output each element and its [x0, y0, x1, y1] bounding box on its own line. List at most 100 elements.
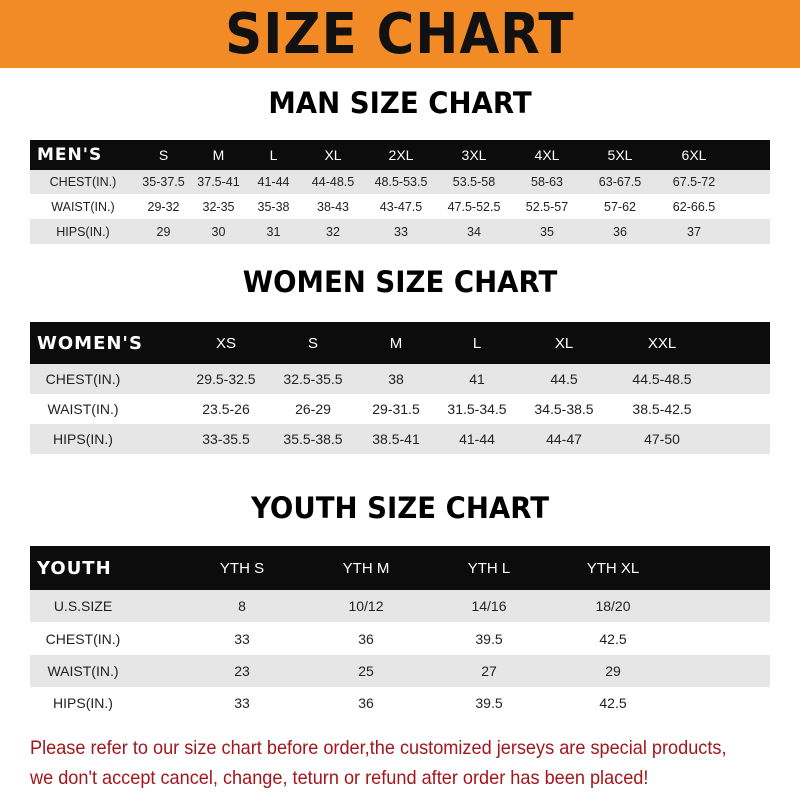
- measurement-cell: 29: [156, 224, 171, 239]
- measurement-cell: 33: [394, 224, 408, 239]
- measurement-cell: 35-37.5: [142, 175, 185, 189]
- measurement-cell: 29: [605, 663, 621, 679]
- measurement-cell: 41-44: [459, 431, 495, 447]
- size-column-header: XS: [215, 334, 236, 352]
- size-column-header: L: [269, 147, 278, 163]
- measurement-cell: 23: [234, 663, 250, 679]
- measurement-cell: 29-32: [147, 199, 180, 214]
- measurement-cell: 53.5-58: [452, 175, 496, 189]
- measurement-cell: 35-38: [257, 199, 290, 214]
- measurement-cell: 37.5-41: [197, 175, 240, 189]
- measurement-cell: 30: [211, 224, 226, 239]
- size-column-header: 3XL: [461, 147, 487, 163]
- women-size-table: WOMEN'S XS S M L XL XXL CHEST(IN.) 29.5-32.5 32.5…: [30, 322, 770, 454]
- measurement-cell: 14/16: [471, 598, 507, 614]
- size-column-header: YTH S: [219, 559, 265, 577]
- row-label: WAIST(IN.): [47, 401, 119, 417]
- measurement-cell: 36: [613, 224, 627, 239]
- row-label: CHEST(IN.): [49, 175, 117, 189]
- measurement-cell: 39.5: [475, 630, 503, 647]
- measurement-cell: 23.5-26: [202, 401, 250, 417]
- measurement-cell: 37: [687, 224, 701, 239]
- measurement-cell: 58-63: [531, 175, 563, 189]
- banner-title: SIZE CHART: [225, 1, 575, 67]
- measurement-cell: 18/20: [595, 598, 631, 614]
- row-label: HIPS(IN.): [53, 694, 113, 711]
- measurement-cell: 44.5-48.5: [632, 371, 692, 387]
- table-row: U.S.SIZE 8 10/12 14/16 18/20: [30, 590, 770, 622]
- size-column-header: 2XL: [388, 147, 414, 163]
- size-column-header: 4XL: [534, 147, 560, 163]
- table-header-row: YOUTH YTH S YTH M YTH L YTH XL: [30, 546, 770, 590]
- table-header-row: MEN'S S M L XL 2XL 3XL 4XL 5XL 6XL: [30, 140, 770, 170]
- row-label: U.S.SIZE: [53, 598, 113, 614]
- measurement-cell: 38.5-42.5: [632, 401, 692, 417]
- row-label: WAIST(IN.): [51, 199, 115, 214]
- table-row: HIPS(IN.) 33 36 39.5 42.5: [30, 687, 770, 718]
- measurement-cell: 33-35.5: [202, 431, 250, 447]
- measurement-cell: 41: [469, 371, 485, 387]
- measurement-cell: 63-67.5: [598, 175, 642, 189]
- measurement-cell: 48.5-53.5: [374, 175, 428, 189]
- measurement-cell: 25: [358, 663, 374, 679]
- header-label: MEN'S: [37, 145, 103, 165]
- row-label: CHEST(IN.): [45, 371, 121, 387]
- measurement-cell: 35: [540, 224, 554, 239]
- measurement-cell: 26-29: [295, 401, 331, 417]
- table-row: HIPS(IN.) 33-35.5 35.5-38.5 38.5-41 41-44 44-…: [30, 424, 770, 454]
- table-row: WAIST(IN.) 29-32 32-35 35-38 38-43 43-47.5 47.…: [30, 194, 770, 219]
- row-label: HIPS(IN.): [53, 431, 113, 447]
- size-column-header: XXL: [647, 334, 677, 352]
- youth-size-table: YOUTH YTH S YTH M YTH L YTH XL U.S.SIZE 8 10/12…: [30, 546, 770, 718]
- header-label: YOUTH: [37, 557, 112, 579]
- measurement-cell: 10/12: [348, 598, 384, 614]
- measurement-cell: 47-50: [644, 431, 680, 447]
- measurement-cell: 67.5-72: [672, 175, 716, 189]
- men-section-title: MAN SIZE CHART: [268, 86, 532, 120]
- size-column-header: M: [212, 147, 225, 163]
- row-label: HIPS(IN.): [56, 224, 110, 239]
- size-column-header: 5XL: [607, 147, 633, 163]
- table-row: CHEST(IN.) 35-37.5 37.5-41 41-44 44-48.5 48.5…: [30, 170, 770, 194]
- size-column-header: L: [472, 334, 482, 352]
- measurement-cell: 62-66.5: [672, 199, 716, 214]
- measurement-cell: 34.5-38.5: [534, 401, 594, 417]
- measurement-cell: 32-35: [202, 199, 235, 214]
- measurement-cell: 31.5-34.5: [447, 401, 507, 417]
- measurement-cell: 33: [234, 694, 250, 711]
- size-column-header: XL: [554, 334, 574, 352]
- measurement-cell: 42.5: [599, 694, 627, 711]
- row-label: WAIST(IN.): [47, 663, 119, 679]
- size-column-header: 6XL: [681, 147, 707, 163]
- size-column-header: YTH M: [342, 559, 390, 577]
- measurement-cell: 36: [358, 630, 374, 647]
- measurement-cell: 32: [326, 224, 340, 239]
- header-label: WOMEN'S: [37, 332, 143, 354]
- measurement-cell: 8: [238, 598, 246, 614]
- measurement-cell: 42.5: [599, 630, 627, 647]
- measurement-cell: 39.5: [475, 694, 503, 711]
- measurement-cell: 36: [358, 694, 374, 711]
- youth-section-title: YOUTH SIZE CHART: [250, 491, 550, 525]
- measurement-cell: 43-47.5: [379, 199, 423, 214]
- measurement-cell: 27: [481, 663, 497, 679]
- measurement-cell: 44.5: [550, 371, 578, 387]
- table-row: CHEST(IN.) 29.5-32.5 32.5-35.5 38 41 44.5 44.5…: [30, 364, 770, 394]
- table-header-row: WOMEN'S XS S M L XL XXL: [30, 322, 770, 364]
- table-row: HIPS(IN.) 29 30 31 32 33 34 35 36 37: [30, 219, 770, 244]
- measurement-cell: 41-44: [257, 175, 290, 189]
- size-column-header: YTH XL: [586, 559, 640, 577]
- row-label: CHEST(IN.): [45, 630, 121, 647]
- table-row: WAIST(IN.) 23 25 27 29: [30, 655, 770, 687]
- size-column-header: S: [158, 147, 169, 163]
- measurement-cell: 33: [234, 630, 250, 647]
- measurement-cell: 35.5-38.5: [283, 431, 343, 447]
- banner: SIZE CHART: [0, 0, 800, 68]
- table-row: WAIST(IN.) 23.5-26 26-29 29-31.5 31.5-34.5 34…: [30, 394, 770, 424]
- size-column-header: XL: [324, 147, 342, 163]
- table-row: CHEST(IN.) 33 36 39.5 42.5: [30, 622, 770, 655]
- size-column-header: M: [389, 334, 403, 352]
- measurement-cell: 44-47: [546, 431, 582, 447]
- measurement-cell: 47.5-52.5: [447, 199, 501, 214]
- measurement-cell: 32.5-35.5: [283, 371, 343, 387]
